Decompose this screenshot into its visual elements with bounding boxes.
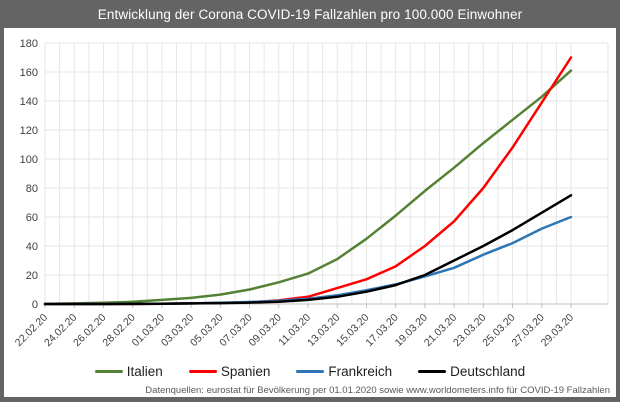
legend-item-deutschland: Deutschland [418, 364, 525, 379]
y-tick-label: 100 [20, 154, 38, 166]
chart-title: Entwicklung der Corona COVID-19 Fallzahl… [97, 6, 523, 22]
y-tick-label: 0 [32, 299, 38, 311]
x-tick-label: 29.03.20 [539, 312, 576, 349]
y-tick-label: 180 [20, 38, 38, 50]
legend-label-frankreich: Frankreich [328, 363, 393, 379]
y-tick-label: 20 [26, 270, 38, 282]
legend-label-deutschland: Deutschland [450, 363, 526, 379]
legend-item-spanien: Spanien [188, 363, 271, 379]
chart-body: 0 20 40 60 80 100 120 140 160 180 22.02.20 24.02.20… [4, 28, 616, 397]
y-tick-label: 60 [26, 212, 38, 224]
plot-area-wrap: 0 20 40 60 80 100 120 140 160 180 22.02.20 24.02.20… [4, 28, 616, 359]
legend-swatch-spanien [188, 369, 217, 373]
legend-label-spanien: Spanien [220, 363, 271, 379]
y-tick-label: 120 [20, 125, 38, 137]
series-line-deutschland [43, 194, 573, 306]
line-chart: 02040608010012014016018022.02.2024.02.20… [13, 38, 609, 349]
data-source-footer: Datenquellen: eurostat für Bevölkerung p… [4, 384, 616, 397]
y-tick-label: 140 [20, 96, 38, 108]
legend-swatch-deutschland [418, 369, 447, 373]
data-source-text: Datenquellen: eurostat für Bevölkerung p… [145, 384, 610, 396]
y-tick-label: 80 [26, 183, 38, 195]
legend-swatch-italien [94, 369, 123, 373]
legend-label-italien: Italien [126, 363, 163, 379]
series-line-italien [43, 69, 573, 306]
chart-legend: Italien Spanien Frankreich Deutschland [4, 359, 616, 384]
chart-title-bar: Entwicklung der Corona COVID-19 Fallzahl… [0, 0, 620, 28]
legend-swatch-frankreich [296, 369, 325, 373]
legend-item-frankreich: Frankreich [296, 364, 392, 379]
legend-item-italien: Italien [94, 363, 163, 379]
y-tick-label: 160 [20, 67, 38, 79]
y-tick-label: 40 [26, 241, 38, 253]
